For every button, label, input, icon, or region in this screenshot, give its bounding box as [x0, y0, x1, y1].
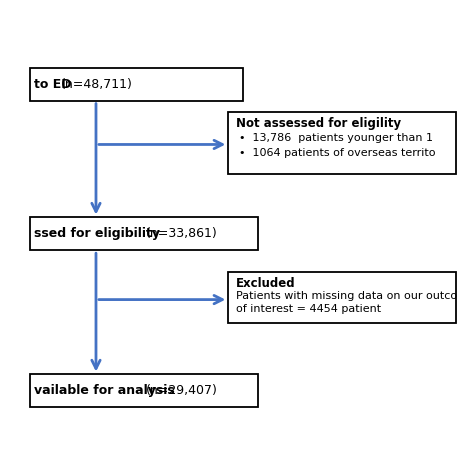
- Text: vailable for analysis: vailable for analysis: [34, 384, 179, 397]
- Text: (n=48,711): (n=48,711): [61, 78, 133, 91]
- FancyBboxPatch shape: [30, 68, 243, 100]
- Text: (n=29,407): (n=29,407): [146, 384, 218, 397]
- Text: of interest = 4454 patient: of interest = 4454 patient: [236, 304, 381, 314]
- Text: •  1064 patients of overseas territo: • 1064 patients of overseas territo: [239, 147, 436, 157]
- FancyBboxPatch shape: [30, 218, 258, 250]
- Text: Not assessed for eligility: Not assessed for eligility: [236, 117, 401, 130]
- FancyBboxPatch shape: [30, 374, 258, 407]
- Text: ssed for eligibility: ssed for eligibility: [34, 228, 164, 240]
- Text: •  13,786  patients younger than 1: • 13,786 patients younger than 1: [239, 133, 433, 143]
- FancyBboxPatch shape: [228, 272, 456, 323]
- FancyBboxPatch shape: [228, 111, 456, 173]
- Text: Excluded: Excluded: [236, 277, 295, 290]
- Text: (n=33,861): (n=33,861): [146, 228, 217, 240]
- Text: to ED: to ED: [34, 78, 75, 91]
- Text: Patients with missing data on our outco: Patients with missing data on our outco: [236, 291, 457, 301]
